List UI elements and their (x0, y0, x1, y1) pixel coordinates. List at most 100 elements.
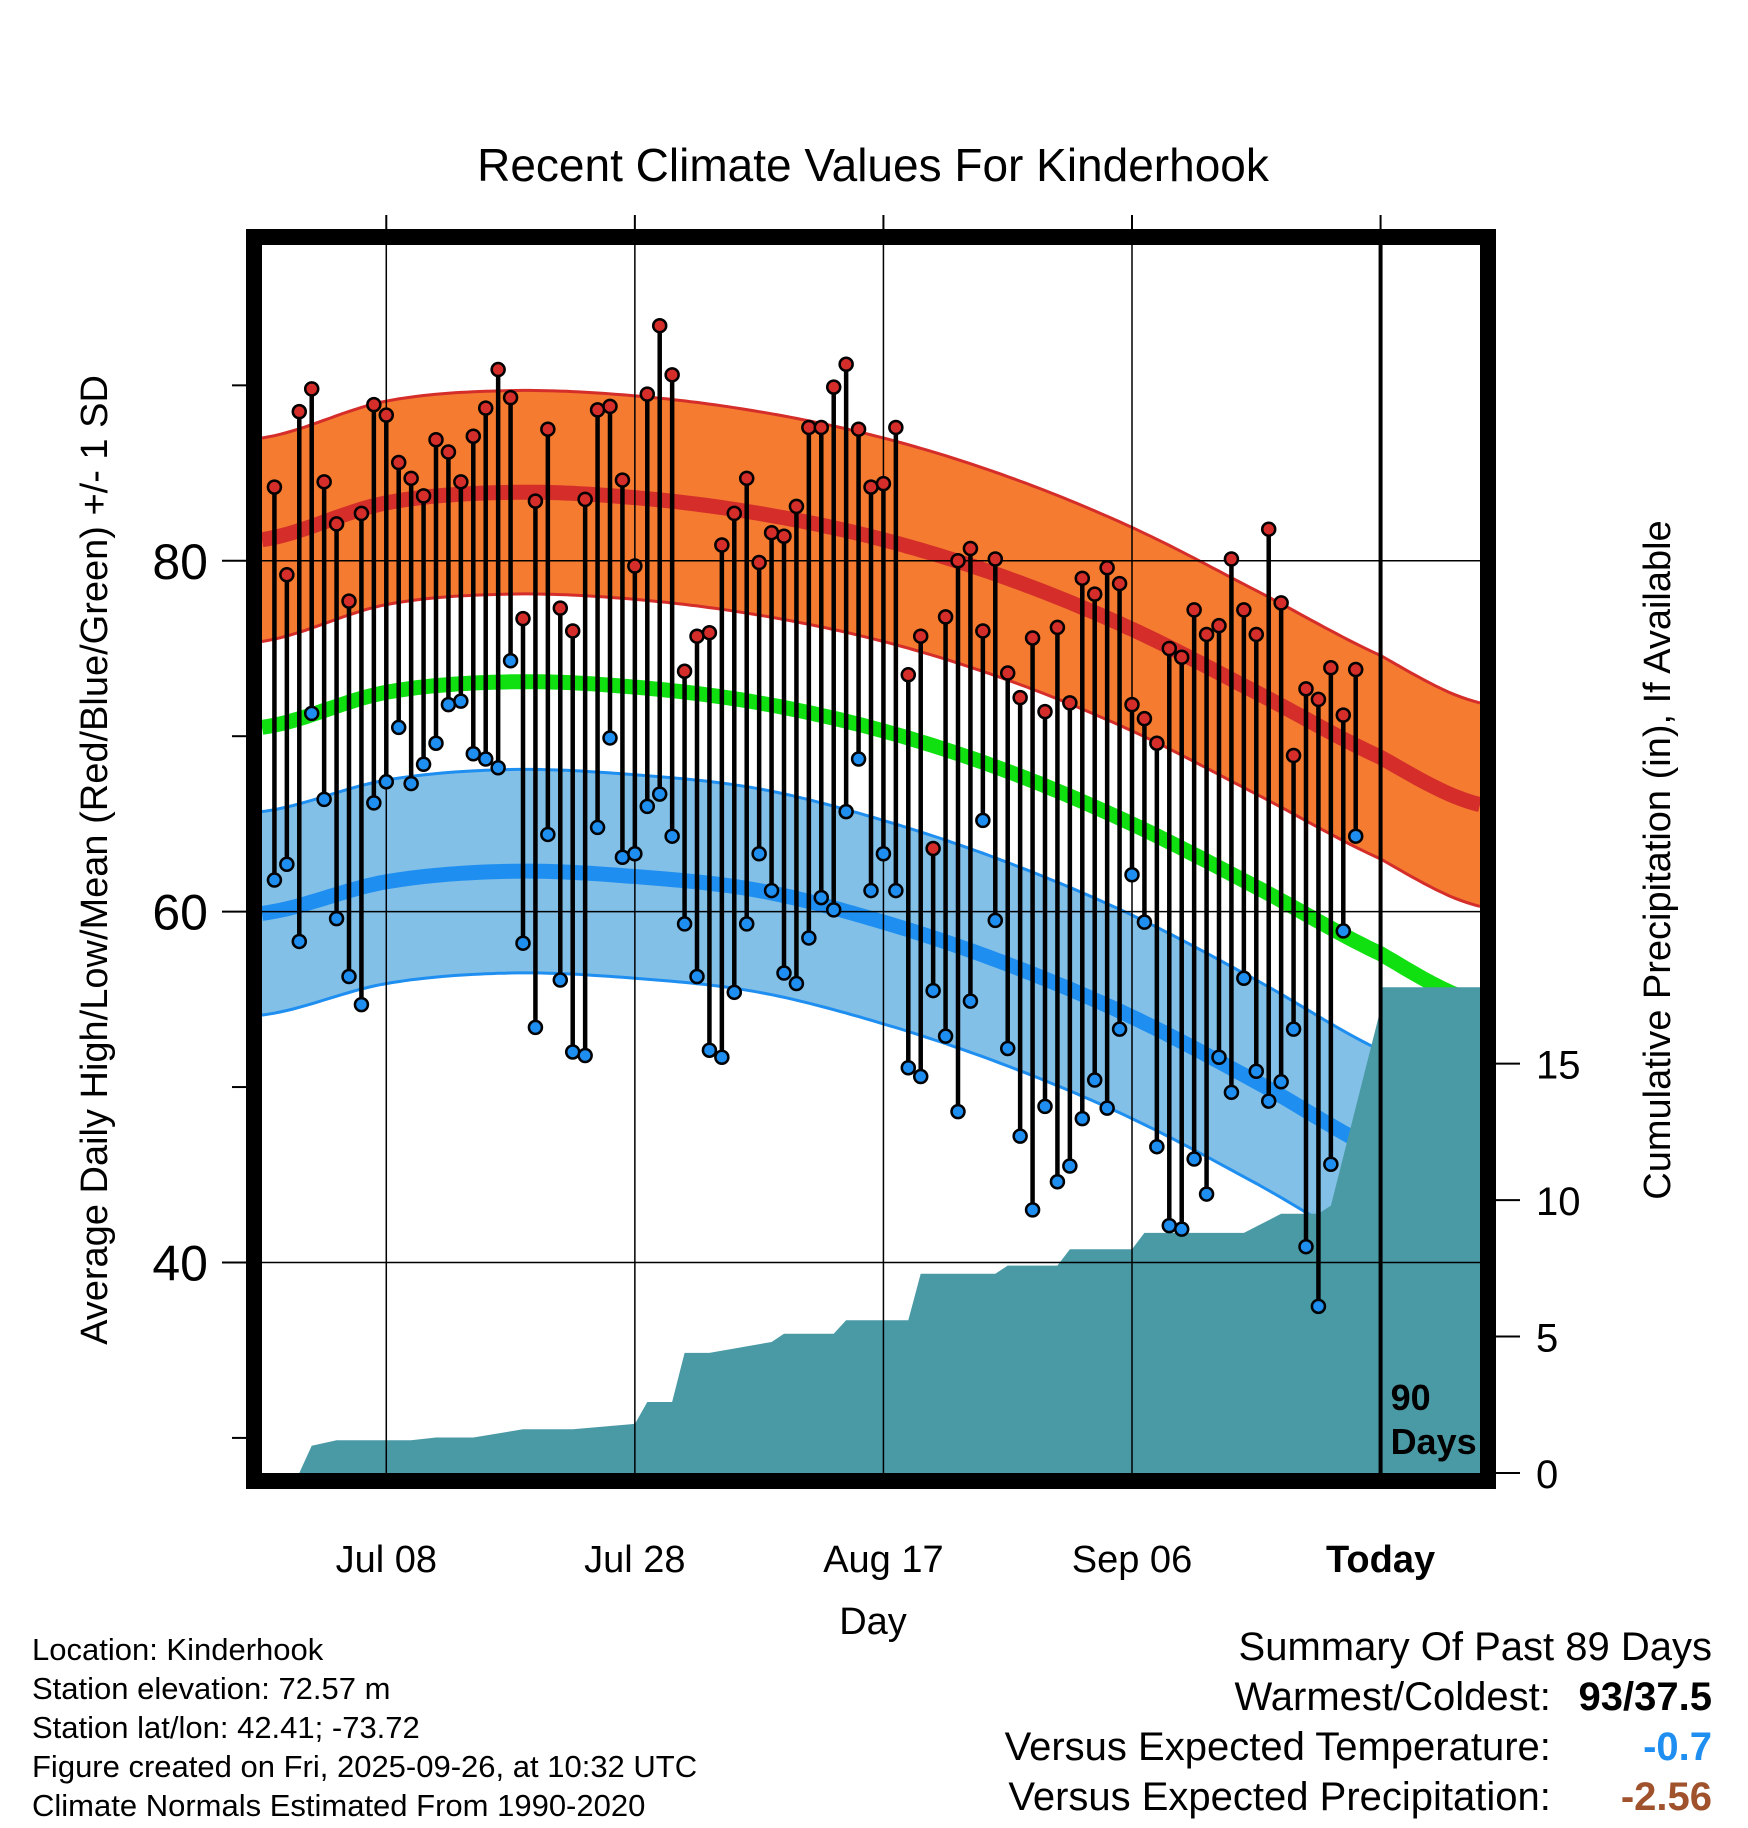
daily-high-point (714, 537, 730, 553)
daily-low-point (1161, 1217, 1178, 1234)
daily-low-point (428, 735, 444, 751)
daily-low-point (1285, 1021, 1302, 1037)
normals-text: Climate Normals Estimated From 1990-2020 (32, 1788, 646, 1823)
daily-low-point (975, 812, 991, 829)
daily-high-point (975, 623, 991, 639)
elevation-text: Station elevation: 72.57 m (32, 1671, 391, 1706)
daily-low-point (838, 803, 854, 820)
days-label-word: Days (1391, 1421, 1477, 1462)
daily-high-point (689, 628, 705, 644)
daily-low-point (1198, 1186, 1215, 1202)
daily-low-point (490, 760, 506, 776)
daily-high-point (366, 396, 382, 413)
daily-high-point (440, 444, 457, 460)
daily-high-point (1310, 691, 1327, 708)
daily-high-point (999, 665, 1016, 681)
station-info: Location: Kinderhook Station elevation: … (32, 1630, 697, 1825)
high-sd-band (262, 390, 1480, 907)
y-tick-label: 80 (152, 534, 208, 590)
days-label-number: 90 (1391, 1377, 1431, 1418)
daily-high-point (390, 454, 407, 471)
daily-high-point (664, 367, 680, 383)
daily-low-point (751, 845, 767, 862)
daily-low-point (589, 819, 606, 836)
daily-low-point (726, 984, 743, 1001)
low-sd-band (262, 769, 1480, 1300)
daily-low-point (1037, 1098, 1053, 1115)
daily-low-point (689, 968, 705, 985)
daily-high-point (950, 553, 966, 569)
daily-high-point (1111, 575, 1128, 592)
daily-high-point (838, 356, 854, 373)
daily-low-point (776, 965, 792, 981)
daily-high-point (1260, 521, 1277, 537)
daily-low-point (1248, 1063, 1265, 1080)
daily-high-point (1161, 640, 1178, 657)
daily-low-point (515, 935, 531, 951)
x-tick-label: Aug 17 (823, 1539, 943, 1581)
daily-high-point (465, 428, 482, 444)
daily-high-point (850, 421, 867, 437)
daily-low-point (937, 1028, 954, 1044)
daily-high-point (1074, 570, 1091, 587)
y2-tick-label: 15 (1536, 1044, 1581, 1088)
daily-low-point (403, 775, 419, 792)
x-tick-label: Jul 08 (336, 1539, 437, 1581)
daily-low-point (900, 1060, 917, 1076)
daily-low-point (291, 933, 308, 950)
daily-high-point (751, 554, 767, 571)
daily-low-point (651, 786, 668, 802)
precip-departure-value: -2.56 (1620, 1775, 1712, 1819)
temp-departure-label: Versus Expected Temperature: (1004, 1725, 1551, 1769)
daily-high-point (279, 567, 295, 583)
daily-high-point (316, 474, 332, 490)
daily-low-point (801, 930, 817, 946)
daily-high-point (1223, 551, 1240, 567)
daily-high-point (614, 472, 631, 488)
daily-low-point (1012, 1128, 1028, 1144)
daily-low-point (1074, 1110, 1091, 1127)
daily-low-point (316, 791, 332, 808)
daily-low-point (788, 975, 805, 992)
daily-low-point (850, 751, 867, 767)
daily-low-point (602, 730, 618, 746)
daily-high-point (1347, 661, 1364, 678)
summary-title: Summary Of Past 89 Days (1238, 1625, 1712, 1669)
daily-high-point (875, 475, 892, 492)
daily-low-point (738, 916, 755, 932)
daily-high-point (1323, 660, 1339, 676)
daily-high-point (1124, 696, 1140, 713)
daily-low-point (813, 889, 830, 906)
daily-low-point (378, 774, 395, 790)
daily-low-point (1273, 1074, 1289, 1090)
normal-low-line (262, 863, 1480, 1205)
daily-low-point (1186, 1151, 1202, 1167)
daily-low-point (1335, 923, 1352, 939)
low-sd-lower-edge (262, 971, 1480, 1301)
y-tick-label: 60 (152, 885, 208, 941)
created-text: Figure created on Fri, 2025-09-26, at 10… (32, 1749, 698, 1784)
daily-high-point (726, 505, 743, 522)
warmest-coldest-row: Warmest/Coldest: 93/37.5 (1005, 1672, 1713, 1722)
location-text: Location: Kinderhook (32, 1632, 324, 1667)
daily-low-point (888, 882, 904, 899)
chart-title: Recent Climate Values For Kinderhook (477, 139, 1270, 191)
cumulative-precip-area (262, 987, 1480, 1473)
daily-high-point (813, 419, 830, 436)
daily-low-point (1236, 970, 1252, 987)
daily-low-point (1260, 1093, 1277, 1109)
daily-high-point (788, 498, 805, 515)
daily-high-point (651, 317, 668, 334)
daily-low-point (912, 1068, 929, 1085)
daily-high-point (589, 402, 606, 418)
daily-high-point (1024, 630, 1041, 646)
daily-high-point (577, 491, 593, 508)
daily-high-point (1037, 703, 1053, 720)
daily-low-point (701, 1042, 718, 1058)
daily-high-point (1211, 617, 1227, 634)
daily-high-point (552, 600, 569, 616)
daily-high-point (1149, 735, 1165, 751)
daily-low-point (950, 1103, 966, 1120)
temp-departure-row: Versus Expected Temperature: -0.7 (1005, 1722, 1712, 1772)
warmest-coldest-label: Warmest/Coldest: (1234, 1675, 1551, 1719)
